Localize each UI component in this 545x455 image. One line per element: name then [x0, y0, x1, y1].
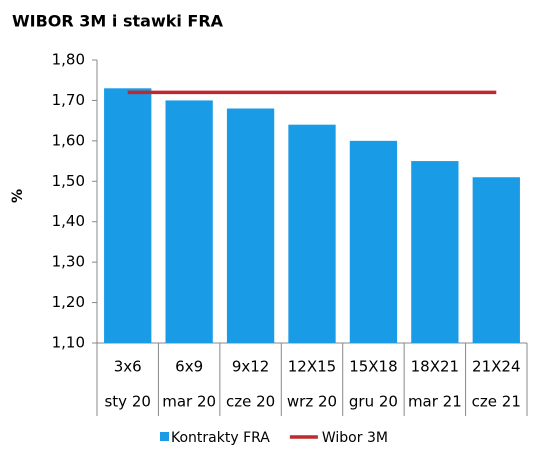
x-tick-label: 15X18 [349, 358, 397, 376]
bar [104, 88, 152, 343]
x-tick-label: sty 20 [104, 393, 150, 411]
chart-title: WIBOR 3M i stawki FRA [12, 12, 224, 31]
y-tick-label: 1,80 [52, 51, 85, 69]
x-tick-label: 18X21 [411, 358, 459, 376]
bar [472, 177, 520, 343]
y-tick-label: 1,70 [52, 91, 85, 109]
x-tick-label: mar 20 [162, 393, 216, 411]
y-tick-label: 1,10 [52, 334, 85, 352]
x-tick-label: 21X24 [472, 358, 520, 376]
x-tick-label: 9x12 [232, 358, 270, 376]
x-tick-label: cze 20 [226, 393, 275, 411]
x-tick-label: gru 20 [349, 393, 398, 411]
x-tick-label: 6x9 [175, 358, 203, 376]
bar [288, 124, 336, 343]
x-tick-label: mar 21 [408, 393, 462, 411]
legend-swatch [160, 432, 169, 441]
y-tick-label: 1,30 [52, 253, 85, 271]
x-tick-label: wrz 20 [287, 393, 337, 411]
legend-label: Wibor 3M [322, 430, 388, 446]
x-tick-label: cze 21 [472, 393, 521, 411]
bar [226, 108, 275, 343]
bar [349, 140, 398, 343]
y-tick-label: 1,20 [52, 293, 85, 311]
x-tick-label: 12X15 [288, 358, 336, 376]
y-axis-label: % [10, 189, 26, 203]
y-tick-label: 1,40 [52, 212, 85, 230]
bar [165, 100, 213, 343]
bar [411, 161, 459, 343]
x-tick-label: 3x6 [114, 358, 142, 376]
legend-label: Kontrakty FRA [171, 430, 270, 446]
y-tick-label: 1,50 [52, 172, 85, 190]
y-tick-label: 1,60 [52, 131, 85, 149]
